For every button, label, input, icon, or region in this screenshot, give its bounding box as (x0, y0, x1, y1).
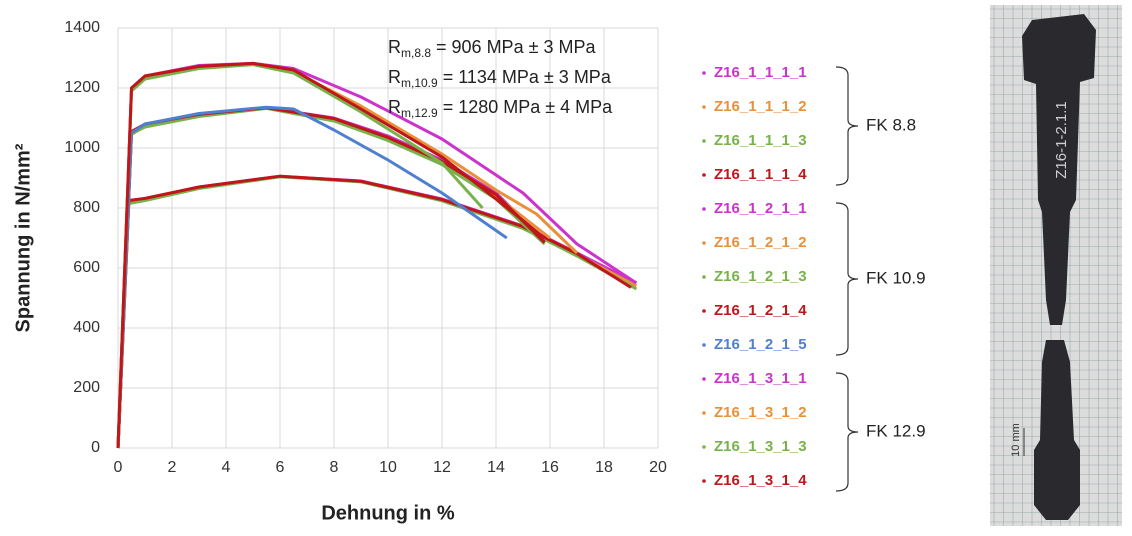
legend-marker (702, 445, 706, 449)
legend-marker (702, 241, 706, 245)
y-tick-label: 200 (73, 379, 100, 396)
series-line (116, 174, 638, 449)
legend-label: Z16_1_1_1_1 (714, 64, 807, 81)
series-line (116, 106, 546, 449)
x-tick-label: 4 (222, 459, 231, 476)
x-tick-label: 2 (168, 459, 177, 476)
bolt-upper (1022, 14, 1096, 325)
y-tick-label: 0 (91, 439, 100, 456)
legend-label: Z16_1_1_1_2 (714, 98, 807, 115)
x-tick-label: 16 (541, 459, 559, 476)
legend-label: Z16_1_1_1_4 (714, 166, 807, 183)
annotation-text: = 906 MPa ± 3 MPa (431, 37, 596, 57)
legend-marker (702, 275, 706, 279)
legend-label: Z16_1_2_1_4 (714, 302, 807, 319)
group-label: FK 12.9 (866, 421, 926, 440)
y-tick-label: 800 (73, 199, 100, 216)
y-tick-label: 600 (73, 259, 100, 276)
legend-label: Z16_1_3_1_4 (714, 472, 807, 489)
legend-label: Z16_1_2_1_5 (714, 336, 807, 353)
series-line (116, 174, 632, 449)
legend-label: Z16_1_3_1_2 (714, 404, 807, 421)
annotation-subscript: m,10.9 (401, 76, 438, 90)
y-axis-title: Spannung in N/mm² (12, 143, 34, 332)
annotation-text: = 1280 MPa ± 4 MPa (438, 97, 613, 117)
series-line (116, 61, 546, 449)
legend-marker (702, 479, 706, 483)
x-axis-title: Dehnung in % (321, 502, 455, 524)
legend-marker (702, 377, 706, 381)
annotation-symbol: R (388, 67, 401, 87)
y-tick-label: 1200 (64, 79, 100, 96)
annotation: Rm,10.9 = 1134 MPa ± 3 MPa (388, 67, 612, 90)
grid (117, 27, 659, 449)
annotation-subscript: m,8.8 (401, 46, 431, 60)
plot-lines (116, 61, 638, 449)
group-bracket (835, 66, 859, 186)
legend-marker (702, 207, 706, 211)
series-line (116, 106, 546, 449)
legend-marker (702, 173, 706, 177)
legend-label: Z16_1_3_1_3 (714, 438, 807, 455)
annotation-subscript: m,12.9 (401, 106, 438, 120)
legend-marker (702, 71, 706, 75)
annotation-text: = 1134 MPa ± 3 MPa (438, 67, 612, 87)
series-line (116, 105, 508, 449)
annotation: Rm,8.8 = 906 MPa ± 3 MPa (388, 37, 596, 60)
group-label: FK 8.8 (866, 115, 916, 134)
bolt-lower (1034, 340, 1080, 520)
group-label: FK 10.9 (866, 268, 926, 287)
x-tick-label: 18 (595, 459, 613, 476)
x-tick-label: 20 (649, 459, 667, 476)
x-tick-label: 12 (433, 459, 451, 476)
legend-label: Z16_1_2_1_2 (714, 234, 807, 251)
legend-label: Z16_1_2_1_1 (714, 200, 807, 217)
y-tick-label: 1400 (64, 19, 100, 36)
labels: 0 200 400 600 800 1000 1200 1400 0 2 4 6 8 10 12 14 16 18… (64, 19, 926, 492)
x-tick-label: 14 (487, 459, 505, 476)
legend-label: Z16_1_1_1_3 (714, 132, 807, 149)
group-bracket (835, 202, 859, 356)
bolt-label: Z16-1-2.1.1 (1053, 101, 1070, 179)
group-bracket (835, 372, 859, 492)
x-tick-label: 6 (276, 459, 285, 476)
series-line (116, 175, 638, 449)
legend-marker (702, 105, 706, 109)
scale-label: 10 mm (1010, 423, 1022, 457)
legend-marker (702, 343, 706, 347)
x-tick-label: 8 (330, 459, 339, 476)
x-tick-label: 10 (379, 459, 397, 476)
y-tick-label: 400 (73, 319, 100, 336)
annotation-symbol: R (388, 97, 401, 117)
series-line (116, 175, 638, 449)
x-tick-label: 0 (114, 459, 123, 476)
legend-marker (702, 411, 706, 415)
legend-marker (702, 309, 706, 313)
annotation: Rm,12.9 = 1280 MPa ± 4 MPa (388, 97, 613, 120)
legend-label: Z16_1_2_1_3 (714, 268, 807, 285)
legend-marker (702, 139, 706, 143)
annotation-symbol: R (388, 37, 401, 57)
y-tick-label: 1000 (64, 139, 100, 156)
legend-label: Z16_1_3_1_1 (714, 370, 807, 387)
photo: Z16-1-2.1.1 10 mm (990, 5, 1122, 526)
series-line (116, 106, 546, 449)
